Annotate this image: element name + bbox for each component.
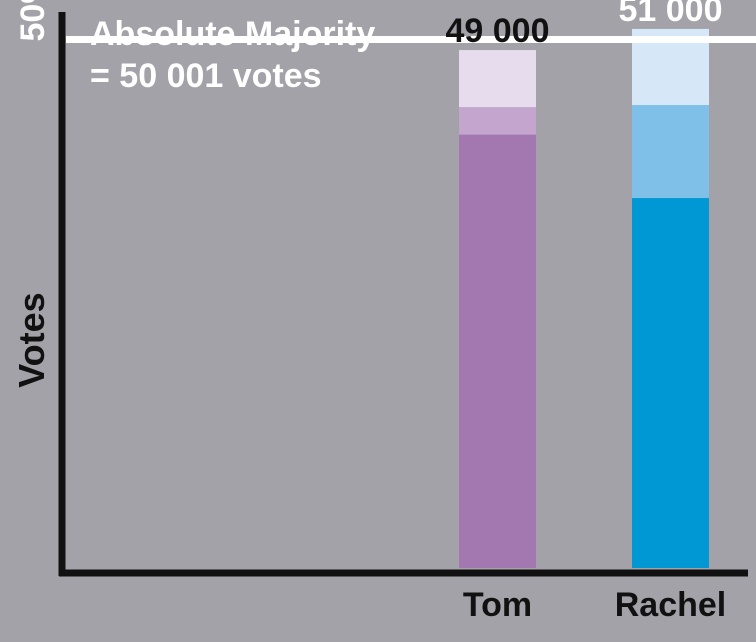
total-label-tom: 49 000 — [446, 12, 550, 50]
bar-tom-segment-1 — [459, 134, 536, 568]
majority-axis-label: 50% — [14, 0, 52, 42]
majority-annotation-line1: Absolute Majority — [90, 15, 375, 53]
bar-rachel-segment-2 — [632, 105, 709, 199]
labels-group: 49 000 Tom 51 000 Rachel — [446, 0, 727, 624]
category-label-tom: Tom — [463, 586, 532, 624]
bars-group — [459, 28, 709, 568]
category-label-rachel: Rachel — [615, 586, 727, 624]
total-label-rachel: 51 000 — [619, 0, 723, 29]
bar-tom-segment-3 — [459, 50, 536, 108]
bar-rachel-segment-1 — [632, 198, 709, 568]
bar-tom-segment-2 — [459, 107, 536, 135]
majority-annotation-line2: = 50 001 votes — [90, 57, 322, 95]
y-axis-label: Votes — [11, 292, 52, 387]
